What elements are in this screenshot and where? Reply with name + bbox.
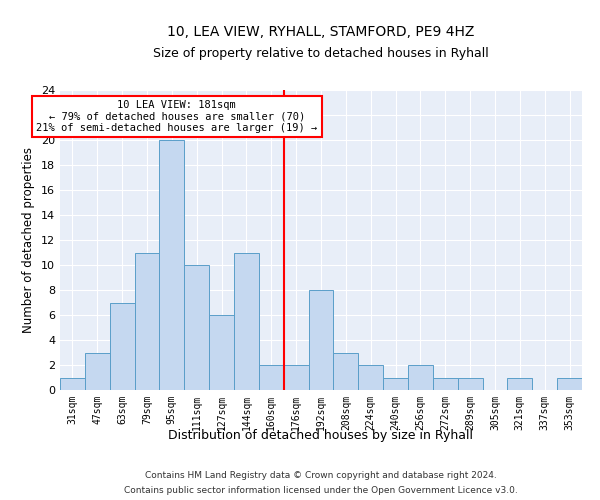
Bar — [184, 265, 209, 390]
Text: Distribution of detached houses by size in Ryhall: Distribution of detached houses by size … — [169, 428, 473, 442]
Bar — [508, 378, 532, 390]
Bar — [85, 352, 110, 390]
Text: 10, LEA VIEW, RYHALL, STAMFORD, PE9 4HZ: 10, LEA VIEW, RYHALL, STAMFORD, PE9 4HZ — [167, 25, 475, 39]
Bar — [334, 352, 358, 390]
Bar — [160, 140, 184, 390]
Bar — [134, 252, 160, 390]
Bar — [209, 315, 234, 390]
Bar — [433, 378, 458, 390]
Text: Contains public sector information licensed under the Open Government Licence v3: Contains public sector information licen… — [124, 486, 518, 495]
Text: Contains HM Land Registry data © Crown copyright and database right 2024.: Contains HM Land Registry data © Crown c… — [145, 471, 497, 480]
Bar — [284, 365, 308, 390]
Bar — [557, 378, 582, 390]
Bar — [110, 302, 134, 390]
Bar — [383, 378, 408, 390]
Text: 10 LEA VIEW: 181sqm
← 79% of detached houses are smaller (70)
21% of semi-detach: 10 LEA VIEW: 181sqm ← 79% of detached ho… — [36, 100, 317, 133]
Bar — [408, 365, 433, 390]
Text: Size of property relative to detached houses in Ryhall: Size of property relative to detached ho… — [153, 48, 489, 60]
Bar — [60, 378, 85, 390]
Y-axis label: Number of detached properties: Number of detached properties — [22, 147, 35, 333]
Bar — [358, 365, 383, 390]
Bar — [458, 378, 482, 390]
Bar — [308, 290, 334, 390]
Bar — [234, 252, 259, 390]
Bar — [259, 365, 284, 390]
